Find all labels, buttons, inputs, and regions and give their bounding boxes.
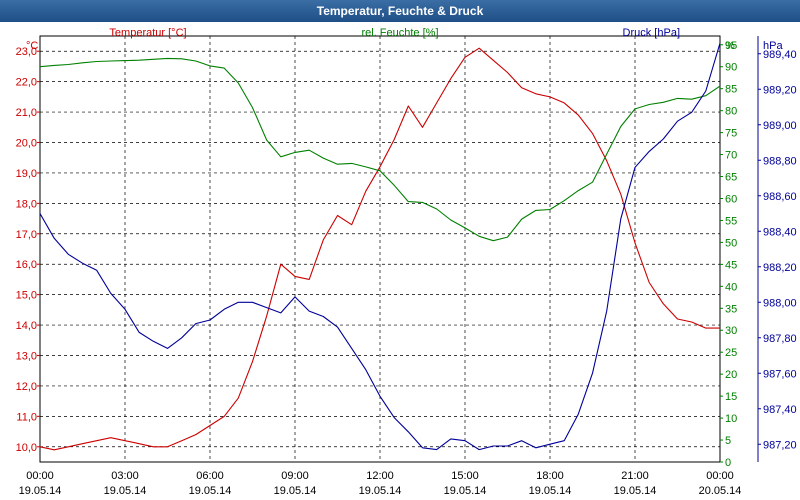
pressure-tick-label: 988,80	[763, 155, 797, 167]
temperature-tick-label: 20,0	[16, 138, 37, 150]
humidity-tick-label: 45	[725, 259, 737, 271]
x-tick-date: 19.05.14	[189, 485, 232, 497]
humidity-tick-label: 50	[725, 237, 737, 249]
x-tick-time: 03:00	[111, 470, 139, 482]
humidity-tick-label: 70	[725, 150, 737, 162]
x-tick-date: 19.05.14	[614, 485, 657, 497]
x-tick-time: 15:00	[451, 470, 479, 482]
x-tick-date: 19.05.14	[104, 485, 147, 497]
humidity-tick-label: 65	[725, 172, 737, 184]
humidity-tick-label: 95	[725, 40, 737, 52]
pressure-tick-label: 987,60	[763, 368, 797, 380]
temperature-tick-label: 15,0	[16, 290, 37, 302]
temperature-axis-unit: °C	[26, 40, 38, 52]
humidity-tick-label: 40	[725, 281, 737, 293]
humidity-tick-label: 35	[725, 303, 737, 315]
humidity-tick-label: 60	[725, 193, 737, 205]
humidity-tick-label: 55	[725, 215, 737, 227]
temperature-tick-label: 12,0	[16, 381, 37, 393]
humidity-tick-label: 90	[725, 62, 737, 74]
x-tick-date: 19.05.14	[19, 485, 62, 497]
temperature-tick-label: 10,0	[16, 442, 37, 454]
humidity-tick-label: 20	[725, 369, 737, 381]
pressure-tick-label: 987,20	[763, 439, 797, 451]
temperature-tick-label: 21,0	[16, 107, 37, 119]
pressure-tick-label: 987,80	[763, 333, 797, 345]
pressure-tick-label: 988,40	[763, 226, 797, 238]
temperature-tick-label: 18,0	[16, 198, 37, 210]
x-tick-time: 12:00	[366, 470, 394, 482]
pressure-tick-label: 987,40	[763, 404, 797, 416]
temperature-tick-label: 23,0	[16, 46, 37, 58]
pressure-tick-label: 988,00	[763, 297, 797, 309]
pressure-tick-label: 989,00	[763, 120, 797, 132]
temperature-tick-label: 22,0	[16, 77, 37, 89]
x-tick-date: 19.05.14	[529, 485, 572, 497]
x-tick-time: 09:00	[281, 470, 309, 482]
pressure-tick-label: 988,20	[763, 262, 797, 274]
pressure-tick-label: 989,40	[763, 49, 797, 61]
temperature-tick-label: 11,0	[16, 411, 37, 423]
pressure-axis-unit: hPa	[763, 40, 783, 52]
humidity-tick-label: 10	[725, 413, 737, 425]
x-tick-date: 19.05.14	[359, 485, 402, 497]
humidity-series-line	[39, 57, 721, 242]
title-bar	[0, 0, 800, 22]
temperature-tick-label: 13,0	[16, 351, 37, 363]
temperature-tick-label: 17,0	[16, 229, 37, 241]
weather-chart: 10,0 11,0 12,0 13,0 14,0 15,0 16,0 17,0 18,0 19,0…	[16, 27, 797, 497]
chart-title: Temperatur, Feuchte & Druck	[316, 4, 484, 18]
x-tick-time: 18:00	[536, 470, 564, 482]
humidity-tick-label: 5	[725, 435, 731, 447]
temperature-series-line	[39, 47, 720, 451]
humidity-tick-label: 80	[725, 106, 737, 118]
temperature-tick-label: 14,0	[16, 320, 37, 332]
humidity-tick-label: 25	[725, 347, 737, 359]
pressure-series-line	[39, 42, 721, 451]
series-label: rel. Feuchte [%]	[361, 27, 438, 39]
temperature-tick-label: 16,0	[16, 259, 37, 271]
x-tick-time: 06:00	[196, 470, 224, 482]
x-tick-time: 00:00	[706, 470, 734, 482]
humidity-tick-label: 85	[725, 84, 737, 96]
x-tick-date: 20.05.14	[699, 485, 742, 497]
humidity-tick-label: 0	[725, 457, 731, 469]
series-label: Temperatur [°C]	[109, 27, 186, 39]
temperature-tick-label: 19,0	[16, 168, 37, 180]
series-label: Druck [hPa]	[623, 27, 680, 39]
humidity-tick-label: 30	[725, 325, 737, 337]
x-tick-date: 19.05.14	[274, 485, 317, 497]
humidity-axis-unit: %	[725, 40, 735, 52]
pressure-tick-label: 989,20	[763, 84, 797, 96]
humidity-tick-label: 75	[725, 128, 737, 140]
x-tick-date: 19.05.14	[444, 485, 487, 497]
pressure-tick-label: 988,60	[763, 191, 797, 203]
x-tick-time: 00:00	[26, 470, 54, 482]
humidity-tick-label: 15	[725, 391, 737, 403]
x-tick-time: 21:00	[621, 470, 649, 482]
